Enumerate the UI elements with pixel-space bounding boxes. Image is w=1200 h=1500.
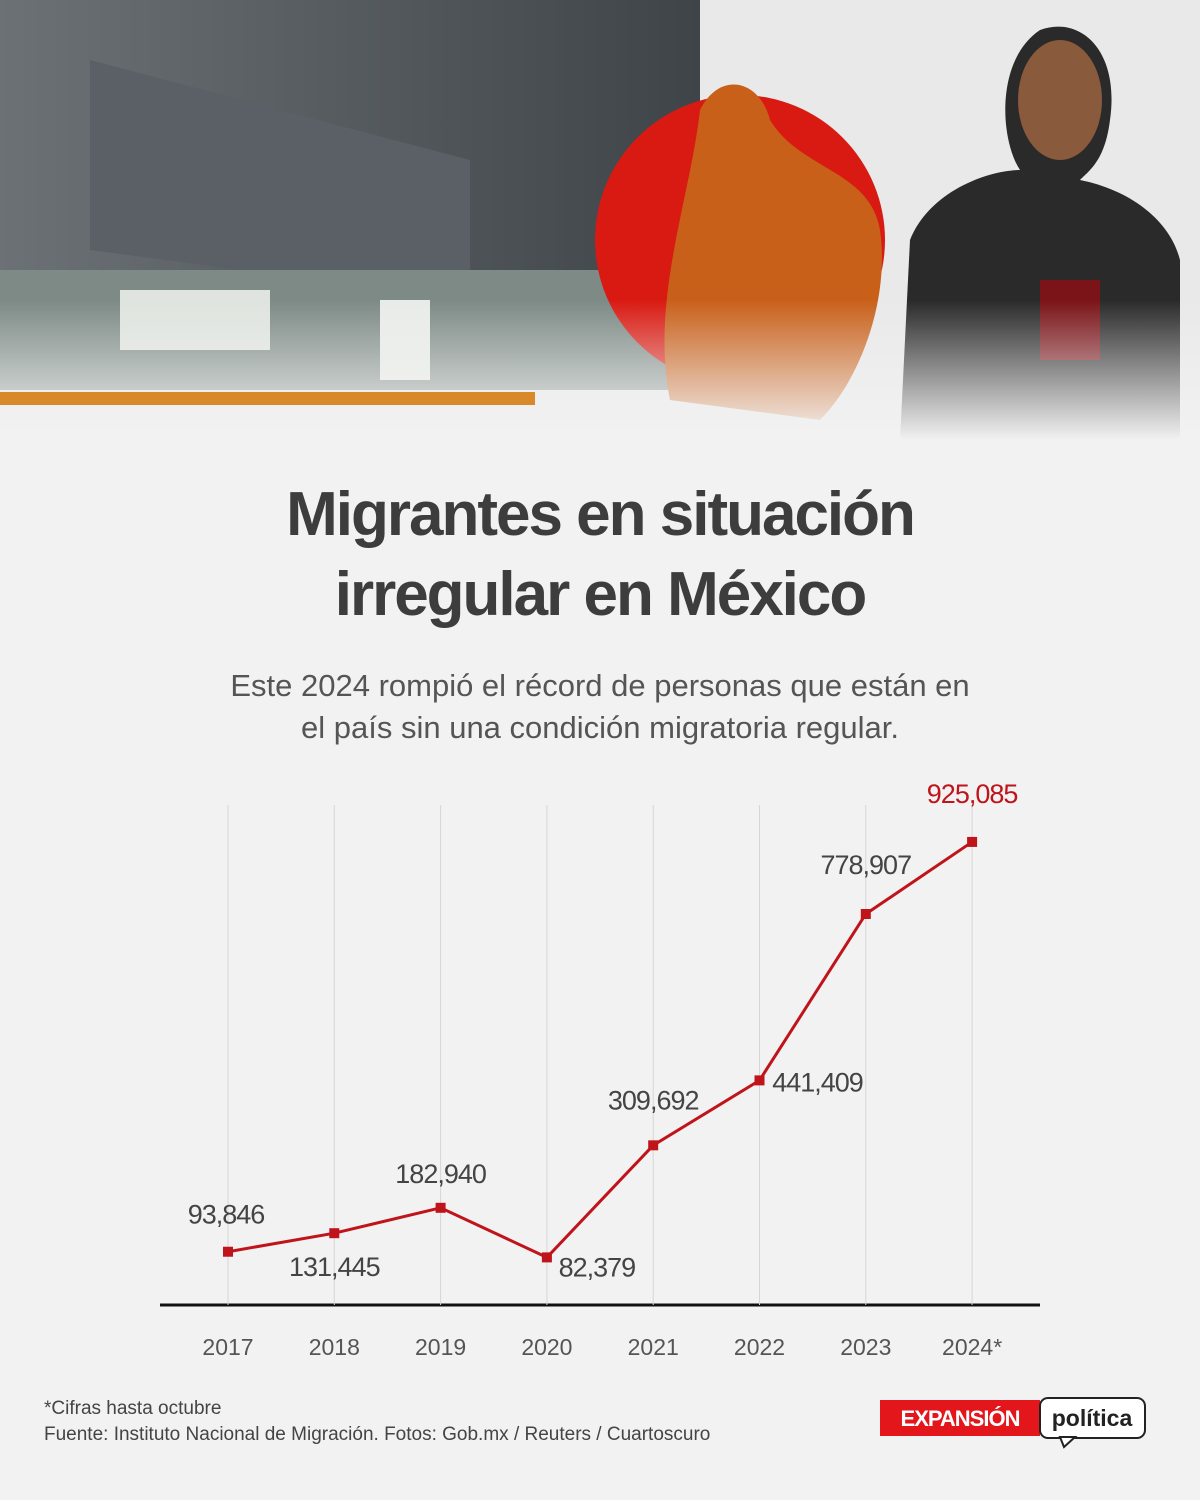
x-tick-label: 2019 [415,1334,466,1360]
x-tick-label: 2024* [942,1334,1002,1360]
data-point [435,1202,446,1213]
data-label: 131,445 [289,1252,380,1282]
data-point [754,1075,765,1086]
x-tick-label: 2018 [309,1334,360,1360]
x-tick-label: 2021 [628,1334,679,1360]
data-line [227,840,973,1260]
data-point [967,836,978,847]
header-photo [0,0,1200,441]
brand-box [880,1400,1040,1436]
chart-title: Migrantes en situación irregular en Méxic… [286,480,914,629]
data-label: 93,846 [188,1200,265,1230]
x-tick-label: 2022 [734,1334,785,1360]
data-label: 309,692 [608,1085,699,1115]
data-label: 82,379 [559,1252,636,1282]
x-tick-label: 2020 [521,1334,572,1360]
source: Fuente: Instituto Nacional de Migración.… [44,1424,710,1445]
brand-logo: EXPANSIÓN política [880,1397,1146,1449]
brand-name: EXPANSIÓN [901,1406,1020,1431]
data-label: 778,907 [820,850,911,880]
brand-box [1039,1397,1146,1439]
brand-section: política [1052,1405,1133,1431]
data-point [541,1252,552,1263]
x-tick-label: 2017 [202,1334,253,1360]
data-point [860,908,871,919]
footnote: *Cifras hasta octubre [44,1398,221,1419]
x-tick-label: 2023 [840,1334,891,1360]
data-label: 925,085 [927,779,1018,809]
data-label: 182,940 [395,1159,486,1189]
data-point [648,1140,659,1151]
chart-subtitle: Este 2024 rompió el récord de personas q… [230,668,969,745]
data-point [223,1246,233,1257]
data-point [329,1228,340,1239]
data-label: 441,409 [772,1067,863,1097]
